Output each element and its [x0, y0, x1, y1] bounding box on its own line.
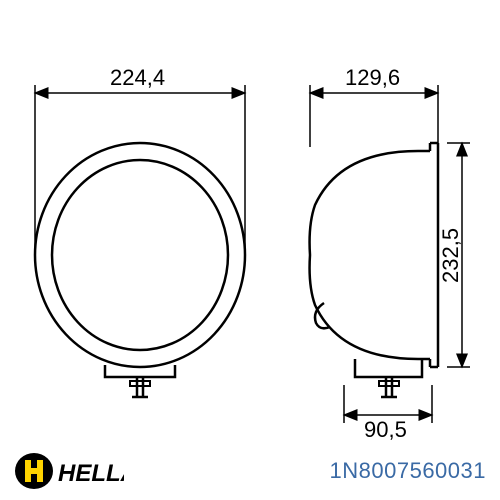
technical-drawing: 224,4 129,6	[10, 55, 490, 440]
part-number: 1N8007560031	[330, 458, 486, 484]
svg-text:HELLA: HELLA	[58, 460, 124, 487]
footer: HELLA 1N8007560031	[0, 442, 500, 500]
dim-base: 90,5	[364, 417, 407, 440]
dim-width: 224,4	[110, 65, 165, 90]
front-view: 224,4	[35, 65, 245, 397]
dim-depth: 129,6	[345, 65, 400, 90]
dim-height: 232,5	[438, 228, 463, 283]
brand-logo: HELLA	[14, 451, 124, 491]
side-view: 129,6 232,5	[310, 65, 470, 440]
